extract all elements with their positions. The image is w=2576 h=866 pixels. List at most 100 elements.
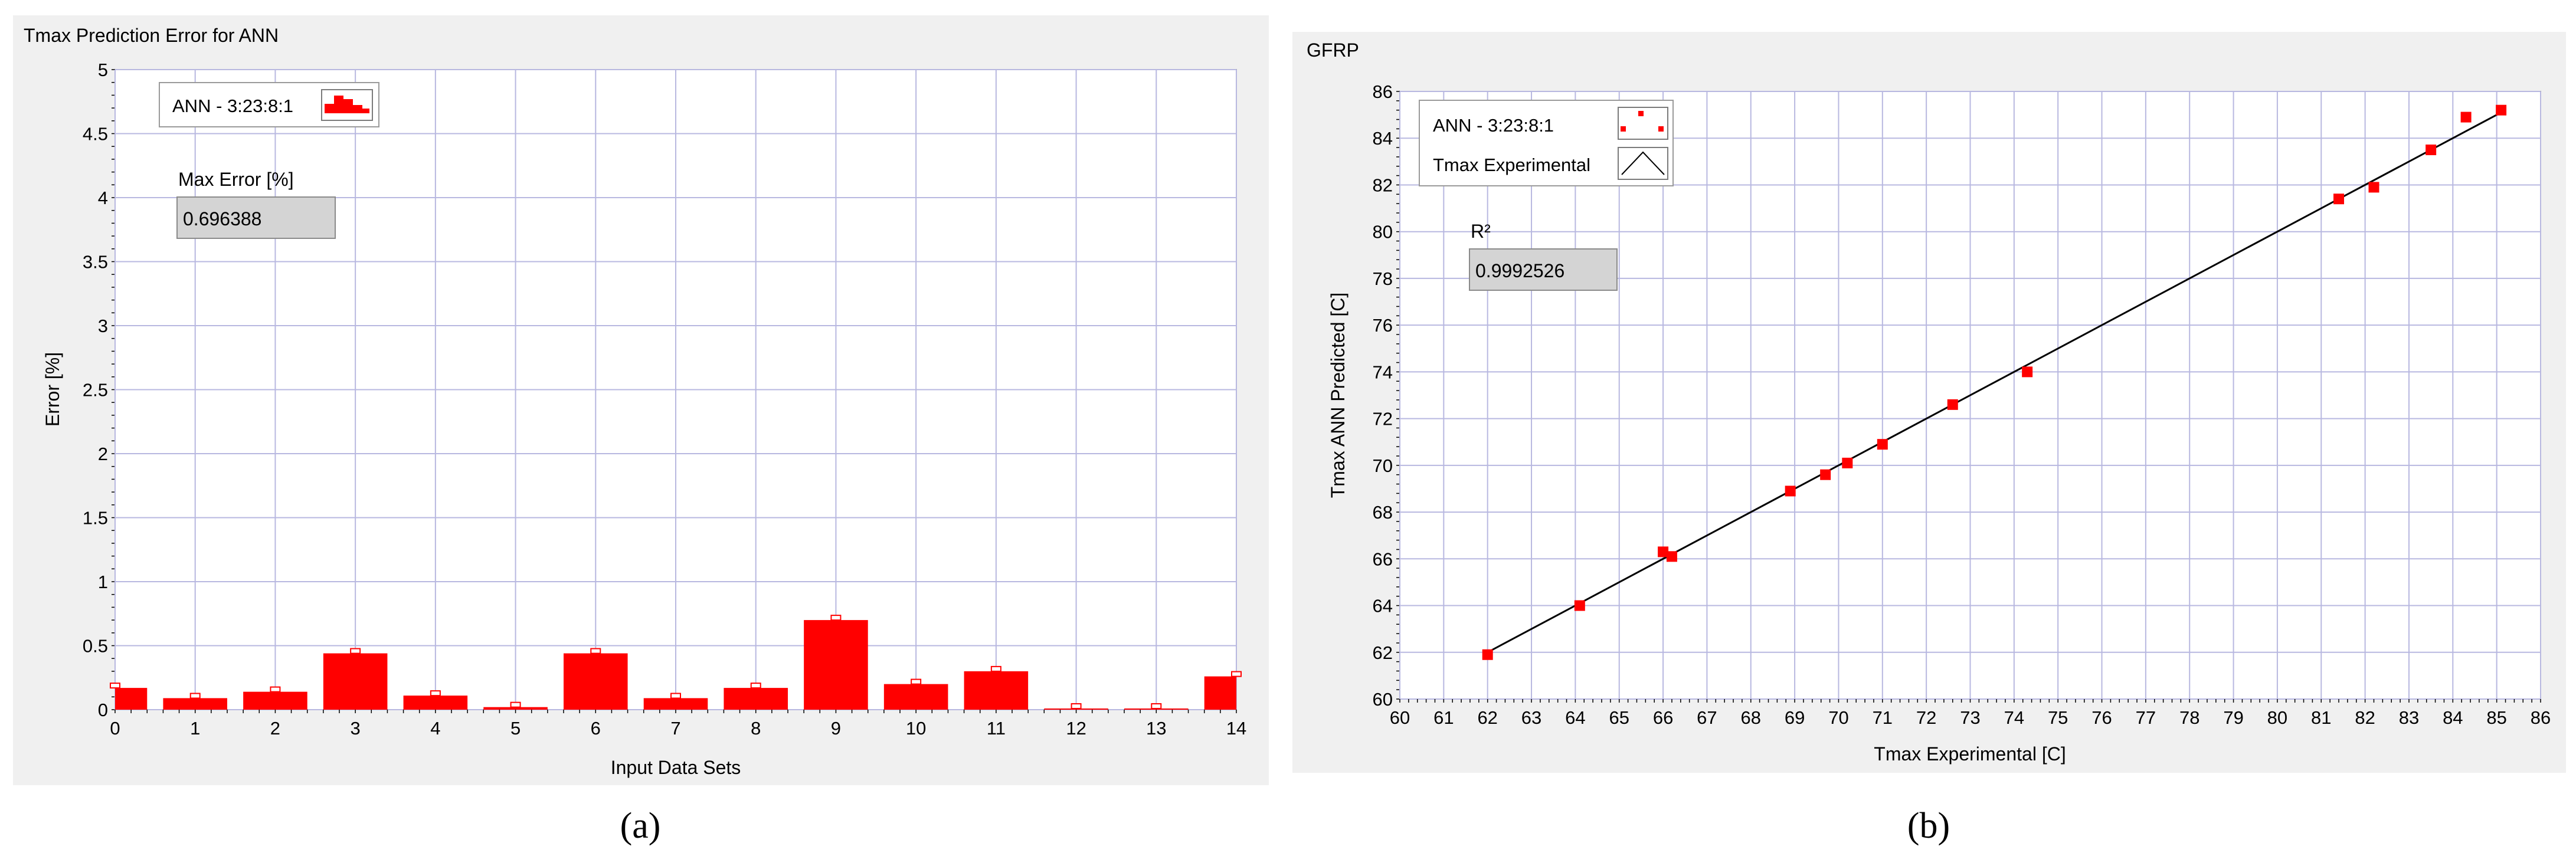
x-tick-label: 68 <box>1741 707 1761 728</box>
y-tick-label: 82 <box>1373 175 1393 195</box>
chart-a-legend-entry: ANN - 3:23:8:1 <box>172 96 293 116</box>
data-point <box>1482 649 1493 660</box>
x-tick-label: 65 <box>1609 707 1629 728</box>
y-tick-label: 4.5 <box>83 124 108 145</box>
max-error-field <box>176 196 336 239</box>
bar <box>323 653 388 710</box>
data-point <box>2022 366 2033 378</box>
y-tick-label: 4 <box>98 188 108 208</box>
chart-a-legend: ANN - 3:23:8:1 <box>159 82 379 127</box>
bar <box>964 671 1029 710</box>
x-tick-label: 80 <box>2267 707 2287 728</box>
x-tick-label: 4 <box>430 718 440 739</box>
x-tick-label: 83 <box>2399 707 2419 728</box>
x-tick-label: 7 <box>670 718 680 739</box>
y-tick-label: 86 <box>1373 81 1393 102</box>
bar <box>564 653 628 710</box>
x-tick-label: 61 <box>1433 707 1454 728</box>
x-tick-label: 9 <box>831 718 841 739</box>
bar-marker <box>990 665 1001 672</box>
bar-marker <box>670 693 681 699</box>
chart-a-title: Tmax Prediction Error for ANN <box>24 25 279 46</box>
y-tick-label: 76 <box>1373 315 1393 336</box>
x-tick-label: 63 <box>1521 707 1541 728</box>
chart-b-points <box>1482 104 2507 660</box>
caption-a: (a) <box>620 806 661 846</box>
bar-marker <box>1071 703 1082 709</box>
x-tick-label: 8 <box>751 718 761 739</box>
chart-a-y-axis-label: Error [%] <box>42 352 63 427</box>
data-point <box>2426 145 2437 156</box>
chart-b-x-tick-labels: 60 61 62 63 64 65 66 67 68 69 70 71 72 73 74 75 76 77 78 79… <box>1390 707 2551 728</box>
chart-a-x-tick-labels: 0 1 2 3 4 5 6 7 8 9 10 11 12 13 14 <box>110 718 1246 739</box>
x-tick-label: 12 <box>1066 718 1086 739</box>
y-tick-label: 1.5 <box>83 508 108 529</box>
data-point <box>2460 111 2472 123</box>
x-tick-label: 67 <box>1697 707 1717 728</box>
bar <box>1204 676 1236 710</box>
y-tick-label: 3.5 <box>83 252 108 273</box>
bar-marker <box>750 683 761 689</box>
x-tick-label: 82 <box>2355 707 2375 728</box>
data-point <box>1877 439 1888 450</box>
x-tick-label: 81 <box>2311 707 2331 728</box>
y-tick-label: 62 <box>1373 642 1393 663</box>
x-tick-label: 64 <box>1565 707 1585 728</box>
x-tick-label: 86 <box>2531 707 2551 728</box>
x-tick-label: 71 <box>1873 707 1893 728</box>
y-tick-label: 78 <box>1373 268 1393 289</box>
x-tick-label: 70 <box>1828 707 1848 728</box>
bar-marker <box>1151 703 1162 709</box>
bar-marker <box>430 690 441 697</box>
y-tick-label: 68 <box>1373 502 1393 523</box>
r-squared-label: R² <box>1471 221 1491 242</box>
chart-b-legend-entry-line: Tmax Experimental <box>1433 155 1590 175</box>
bar-marker <box>911 678 922 685</box>
x-tick-label: 79 <box>2223 707 2243 728</box>
y-tick-label: 1 <box>98 572 108 592</box>
chart-a-y-tick-labels: 0 0.5 1 1.5 2 2.5 3 3.5 4 4.5 5 <box>83 60 108 720</box>
data-point <box>2496 104 2507 116</box>
bar <box>804 620 868 710</box>
y-tick-label: 72 <box>1373 409 1393 429</box>
data-point <box>2368 182 2379 193</box>
bar <box>115 688 148 710</box>
bar <box>403 696 468 710</box>
x-tick-label: 66 <box>1653 707 1673 728</box>
x-tick-label: 60 <box>1390 707 1410 728</box>
bar <box>643 698 708 710</box>
x-tick-label: 0 <box>110 718 120 739</box>
x-tick-label: 76 <box>2091 707 2112 728</box>
panel-a: Tmax Prediction Error for ANN 0 0.5 1 1.5 2 2… <box>13 15 1269 785</box>
y-tick-label: 2 <box>98 444 108 464</box>
bar <box>243 691 307 710</box>
scatter-swatch-icon <box>1618 107 1668 140</box>
max-error-value: 0.696388 <box>183 208 261 229</box>
bar-marker <box>110 683 120 689</box>
bar-marker <box>830 615 842 621</box>
bar <box>483 707 548 710</box>
line-swatch-icon <box>1618 147 1668 180</box>
x-tick-label: 69 <box>1785 707 1805 728</box>
x-tick-label: 74 <box>2004 707 2024 728</box>
y-tick-label: 2.5 <box>83 380 108 401</box>
bar-marker <box>590 648 601 654</box>
y-tick-label: 70 <box>1373 455 1393 476</box>
bar <box>163 698 227 710</box>
fit-line <box>1487 111 2502 654</box>
data-point <box>1947 399 1958 410</box>
y-tick-label: 5 <box>98 60 108 80</box>
x-tick-label: 11 <box>987 718 1006 739</box>
bar-marker <box>1231 671 1242 677</box>
y-tick-label: 0.5 <box>83 636 108 657</box>
x-tick-label: 1 <box>190 718 200 739</box>
y-tick-label: 60 <box>1373 689 1393 710</box>
r-squared-field <box>1469 248 1618 291</box>
data-point <box>1785 486 1796 497</box>
bar <box>883 684 948 710</box>
chart-b-title: GFRP <box>1307 40 1359 61</box>
r-squared-value: 0.9992526 <box>1475 260 1564 281</box>
chart-a-bars <box>110 615 1242 710</box>
y-tick-label: 80 <box>1373 222 1393 242</box>
